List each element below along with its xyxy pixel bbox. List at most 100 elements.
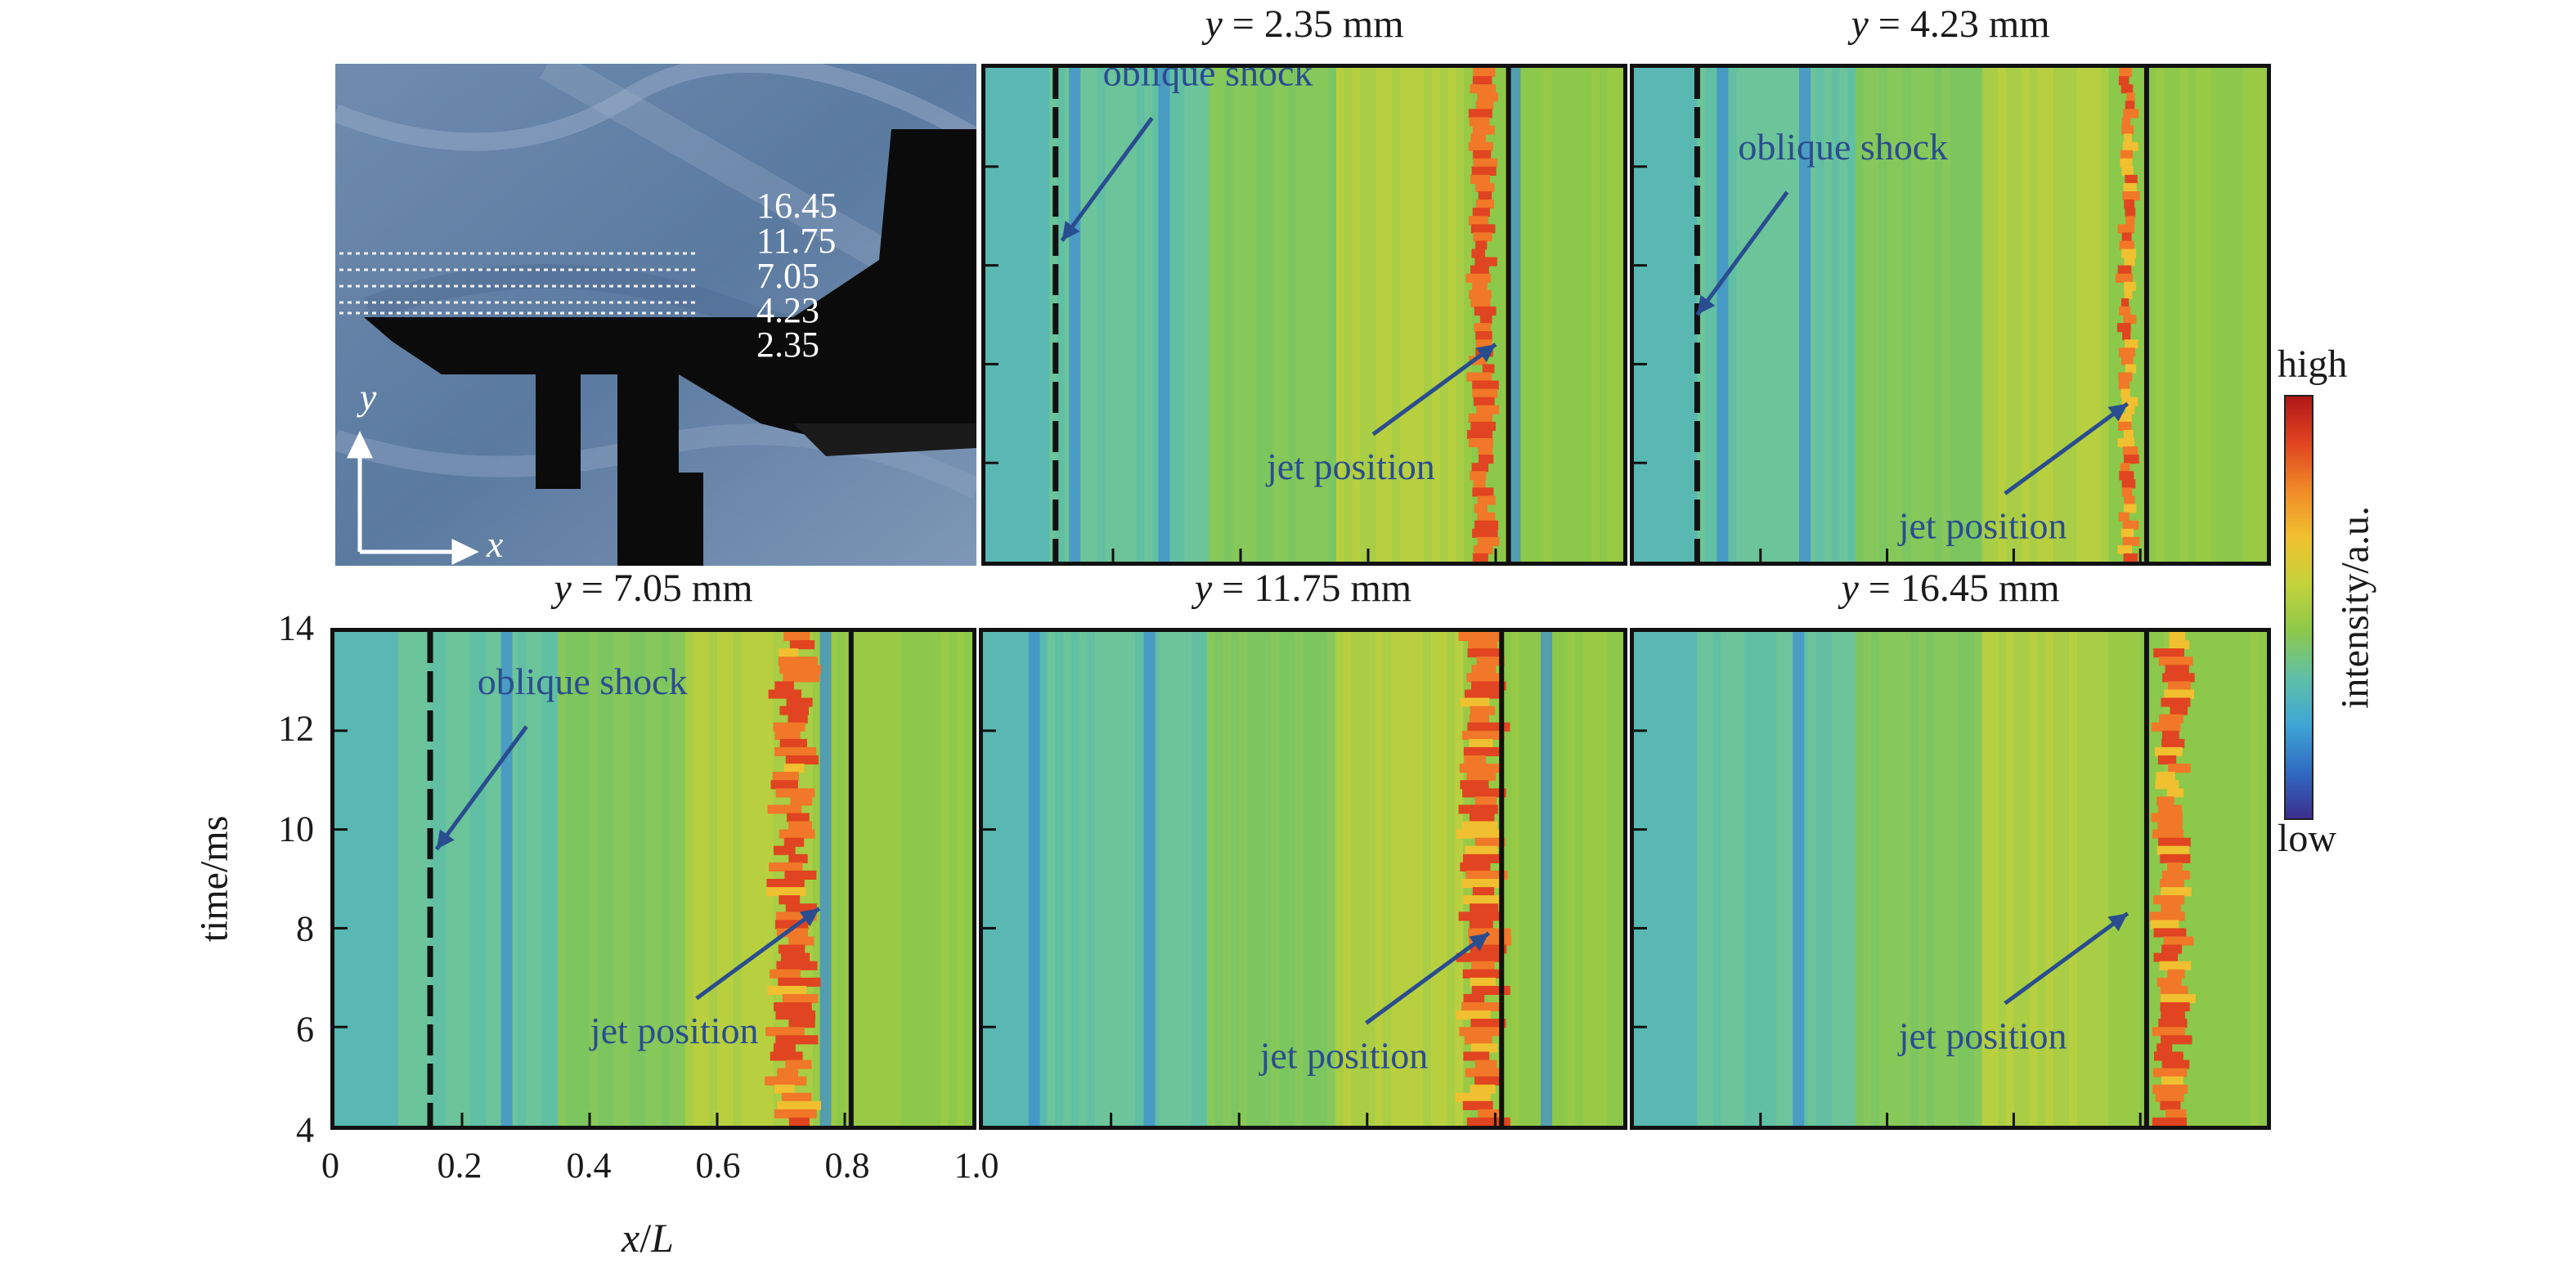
heatmap-4-jet-segment (1471, 665, 1497, 674)
heatmap-2-jet-segment (2120, 150, 2133, 159)
heatmap-4-jet-segment (1464, 746, 1500, 756)
heatmap-1-column (1097, 68, 1106, 562)
heatmap-4-jet-segment (1469, 936, 1512, 946)
heatmap-1-column (1304, 68, 1313, 562)
heatmap-4-column (1102, 632, 1112, 1126)
heatmap-1-column (1041, 68, 1051, 562)
heatmap-2-column (2005, 68, 2015, 562)
heatmap-3-jet-segment (779, 895, 801, 905)
heatmap-5-column (1974, 632, 1983, 1126)
heatmap-2-jet-segment (2122, 446, 2138, 456)
heatmap-3-jet-segment (779, 706, 809, 715)
heatmap-5-column (2251, 632, 2260, 1126)
heatmap-2-column (1950, 68, 1959, 562)
heatmap-1-column (1575, 68, 1585, 562)
heatmap-3-jet-segment (766, 887, 806, 897)
heatmap-1-column (1392, 68, 1401, 562)
heatmap-4-column (1254, 632, 1264, 1126)
heatmap-1-jet-segment (1474, 323, 1492, 333)
heatmap-1-jet-segment (1477, 92, 1498, 102)
heatmap-1-column (1320, 68, 1330, 562)
heatmap-1-column (1113, 68, 1122, 562)
heatmap-3-jet-segment (783, 837, 805, 847)
heatmap-3-column (622, 632, 631, 1126)
heatmap-2-column (1673, 68, 1683, 562)
heatmap-1-jet-segment (1478, 446, 1493, 456)
heatmap-1-column (1088, 68, 1098, 562)
heatmap-2-canvas: oblique shock jet position (1634, 68, 2267, 562)
heatmap-3-jet-segment (774, 1002, 812, 1012)
heatmap-3-jet-segment (788, 936, 815, 946)
heatmap-5-jet-segment (2161, 738, 2185, 748)
heatmap-5-column (1721, 632, 1730, 1126)
heatmap-3-column (645, 632, 655, 1126)
heatmap-1-jet-segment (1472, 487, 1494, 497)
heatmap-1-blue-streak (1158, 68, 1170, 562)
heatmap-2-jet-segment (2116, 323, 2131, 333)
heatmap-1-column (1336, 68, 1345, 562)
panel-title-4-value: 11.75 mm (1254, 567, 1412, 610)
heatmap-3-column (884, 632, 894, 1126)
inset-level-1: 16.45 (756, 186, 837, 226)
heatmap-5-column (2259, 632, 2267, 1126)
heatmap-1-column (1296, 68, 1306, 562)
heatmap-2-column (1689, 68, 1699, 562)
heatmap-1-column (1560, 68, 1568, 562)
heatmap-3-column (573, 632, 583, 1126)
heatmap-1-column (1288, 68, 1298, 562)
heatmap-2-jet-segment (2121, 125, 2134, 135)
heatmap-1-jet-segment (1475, 182, 1495, 192)
heatmap-5-column (1950, 632, 1959, 1126)
heatmap-4-column (1223, 632, 1232, 1126)
panel-title-4: y = 11.75 mm (1194, 567, 1412, 610)
heatmap-3-column (741, 632, 750, 1126)
heatmap-5-jet-segment (2149, 912, 2185, 921)
heatmap-2-column (1895, 68, 1904, 562)
heatmap-2-column (2085, 68, 2094, 562)
heatmap-2-column (1998, 68, 2007, 562)
heatmap-2-jet-segment (2120, 528, 2134, 538)
heatmap-2-column (2100, 68, 2110, 562)
panel-title-3: y = 7.05 mm (554, 567, 753, 610)
heatmap-4-jet-segment (1470, 903, 1499, 913)
heatmap-2-jet-segment (2126, 92, 2135, 102)
heatmap-1-jet-segment (1477, 495, 1496, 505)
heatmap-4-column (1527, 632, 1537, 1126)
heatmap-2-jet-segment (2125, 216, 2135, 226)
heatmap-3-jet-segment (782, 993, 819, 1003)
heatmap-4-column (1119, 632, 1129, 1126)
heatmap-5-column (2188, 632, 2197, 1126)
heatmap-4-jet-segment (1461, 697, 1490, 707)
heatmap-3-column (350, 632, 360, 1126)
heatmap-3-column (725, 632, 734, 1126)
heatmap-5-column (2093, 632, 2102, 1126)
heatmap-1-column (1496, 68, 1505, 562)
heatmap-3-column (916, 632, 926, 1126)
heatmap-1-jet-segment (1475, 101, 1494, 110)
heatmap-5-jet-segment (2162, 673, 2195, 683)
heatmap-4-column (1183, 632, 1192, 1126)
heatmap-2-column (2188, 68, 2197, 562)
heatmap-5-jet-segment (2160, 879, 2184, 889)
heatmap-5-column (2211, 632, 2220, 1126)
x-axis-label-var: x (622, 1215, 640, 1261)
y-tick-label: 4 (296, 1109, 314, 1150)
heatmap-5-annotation-label: jet position (1897, 1015, 2067, 1056)
heatmap-2-annotation-label: jet position (1897, 505, 2067, 547)
heatmap-3-jet-segment (774, 730, 801, 740)
heatmap-2-column (1919, 68, 1928, 562)
heatmap-1-jet-segment (1475, 199, 1494, 209)
heatmap-1-jet-segment (1473, 397, 1495, 406)
heatmap-5-column (1839, 632, 1849, 1126)
heatmap-1-column (1312, 68, 1322, 562)
y-tick-label: 12 (278, 708, 314, 749)
heatmap-3-column (590, 632, 599, 1126)
heatmap-4-jet-segment (1474, 837, 1506, 847)
heatmap-2-jet-segment (2120, 463, 2130, 473)
heatmap-1-jet-segment (1474, 520, 1499, 530)
inset-axis-y-label: y (360, 376, 377, 418)
heatmap-2-jet-segment (2120, 298, 2129, 307)
heatmap-5-column (1934, 632, 1944, 1126)
heatmap-1-column (1439, 68, 1449, 562)
heatmap-1-column (1376, 68, 1385, 562)
